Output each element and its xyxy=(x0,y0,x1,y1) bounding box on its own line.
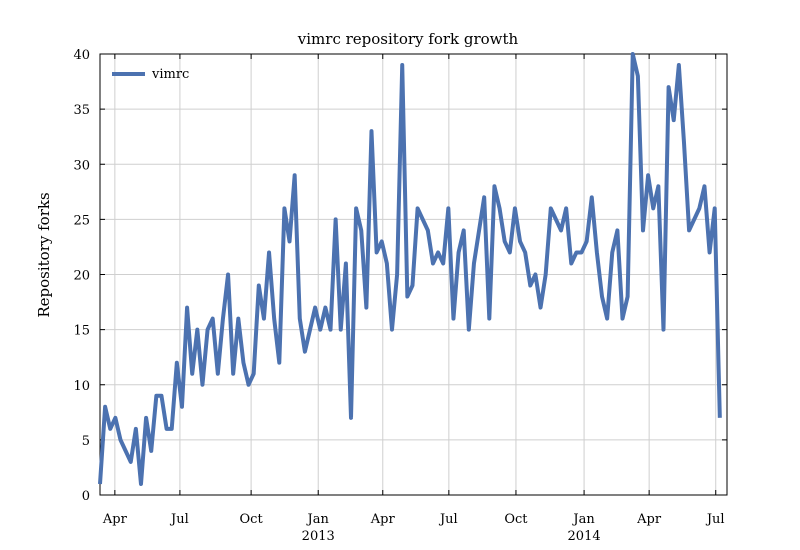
x-tick-label: Apr xyxy=(370,512,396,527)
y-tick-label: 20 xyxy=(73,269,90,284)
x-tick-label: Oct xyxy=(240,512,264,527)
x-tick-label: Jul xyxy=(705,512,725,527)
x-tick-label: Jan xyxy=(306,512,330,527)
x-tick-label: Jul xyxy=(438,512,458,527)
x-tick-sublabel: 2014 xyxy=(568,529,601,544)
data-line xyxy=(98,52,722,486)
x-tick-sublabel: 2013 xyxy=(302,529,335,544)
x-tick-label: Apr xyxy=(102,512,128,527)
x-tick-label: Jul xyxy=(169,512,189,527)
y-tick-label: 15 xyxy=(73,324,90,339)
y-tick-label: 25 xyxy=(73,213,90,228)
legend-label: vimrc xyxy=(151,67,189,82)
y-tick-label: 40 xyxy=(73,48,90,63)
y-tick-label: 35 xyxy=(73,103,90,118)
y-tick-label: 5 xyxy=(82,434,90,449)
y-axis-label: Repository forks xyxy=(35,192,53,317)
x-tick-label: Jan xyxy=(571,512,595,527)
y-tick-label: 10 xyxy=(73,379,90,394)
y-tick-label: 30 xyxy=(73,158,90,173)
y-tick-label: 0 xyxy=(82,489,90,504)
plot-frame xyxy=(99,53,728,496)
chart-title: vimrc repository fork growth xyxy=(297,30,519,48)
x-tick-label: Oct xyxy=(504,512,528,527)
x-tick-label: Apr xyxy=(636,512,662,527)
